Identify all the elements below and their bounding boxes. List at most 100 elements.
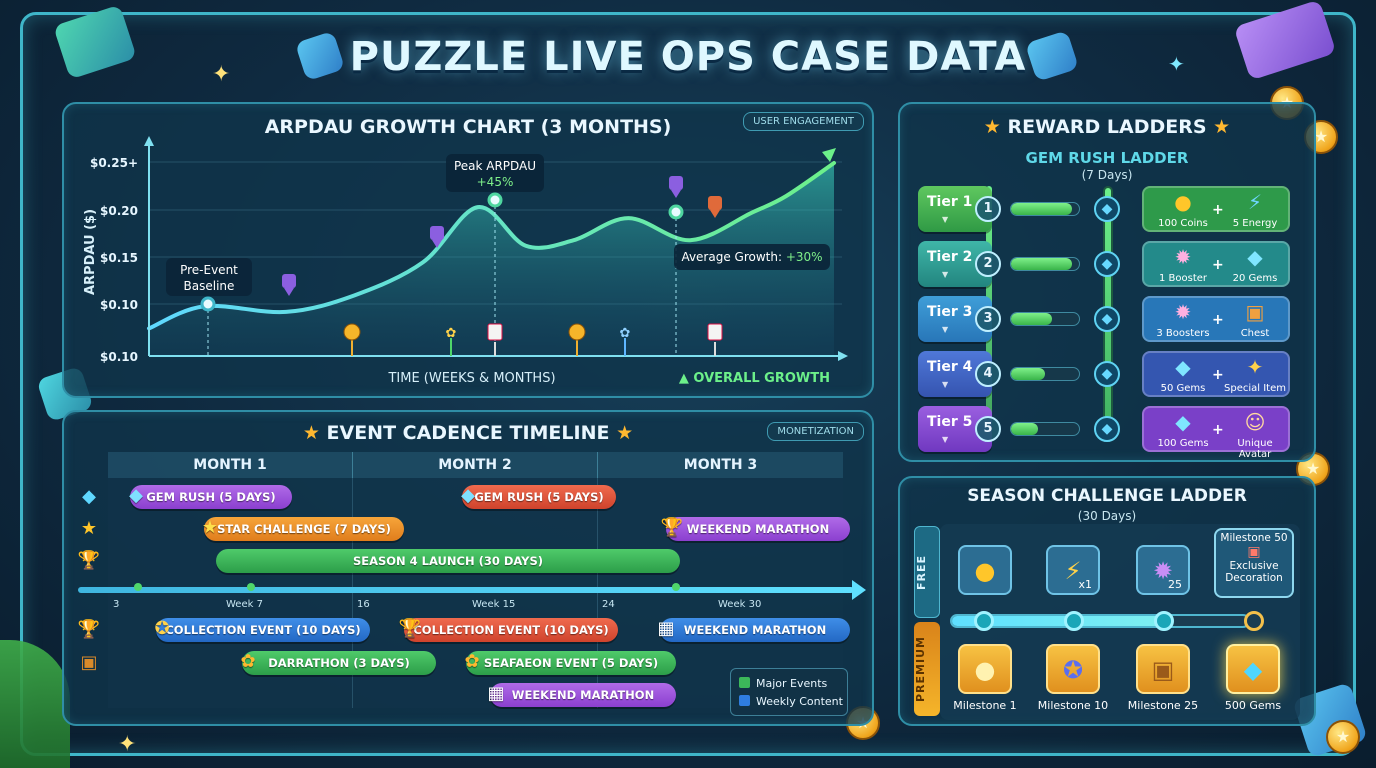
event-bar-gem-rush[interactable]: ◆ GEM RUSH (5 DAYS) [461, 485, 616, 509]
badge-icon: ✪ [154, 618, 170, 639]
y-tick-label: $0.25+ [90, 156, 138, 170]
tier-2-rewards[interactable]: ✹ 1 Booster + ◆ 20 Gems [1142, 241, 1290, 287]
season-ladder-title: SEASON CHALLENGE LADDER [967, 486, 1247, 506]
premium-reward-milestone-1[interactable]: ● [958, 644, 1012, 694]
calendar-icon: ▦ [487, 683, 505, 704]
tier-4-progress [1010, 367, 1080, 381]
booster-icon: ✹ [1152, 557, 1174, 585]
event-bar-collection[interactable]: ✪ COLLECTION EVENT (10 DAYS) [154, 618, 370, 642]
season-ladder-duration: (30 Days) [1077, 509, 1137, 523]
timeline-marker [134, 583, 142, 591]
svg-text:Baseline: Baseline [184, 279, 235, 293]
event-flag-icon [708, 196, 722, 218]
gem-node-icon: ◆ [1094, 361, 1120, 387]
event-bar-collection[interactable]: 🏆 COLLECTION EVENT (10 DAYS) [399, 618, 618, 642]
premium-reward-milestone-25[interactable]: ▣ [1136, 644, 1190, 694]
premium-reward-500-gems[interactable]: ◆ [1226, 644, 1280, 694]
event-bar-weekend-marathon[interactable]: ▦ WEEKEND MARATHON [657, 618, 850, 642]
event-flag-icon [669, 176, 683, 198]
tier-4-rewards[interactable]: ◆ 50 Gems + ✦ Special Item [1142, 351, 1290, 397]
event-bar-season-launch[interactable]: SEASON 4 LAUNCH (30 DAYS) [216, 549, 680, 573]
svg-text:✿: ✿ [620, 326, 631, 341]
overall-growth-label: ▲ OVERALL GROWTH [679, 371, 830, 386]
milestone-50-card[interactable]: Milestone 50 ▣ Exclusive Decoration [1214, 528, 1294, 598]
svg-text:+45%: +45% [477, 175, 514, 189]
gem-node-icon: ◆ [1094, 251, 1120, 277]
growth-arrow-icon [822, 148, 836, 162]
event-bar-star-challenge[interactable]: ★ STAR CHALLENGE (7 DAYS) [202, 517, 404, 541]
energy-icon: ⚡ [1064, 557, 1082, 585]
calendar-pin-icon [707, 323, 723, 356]
event-bar-weekend-marathon[interactable]: ▦ WEEKEND MARATHON [487, 683, 676, 707]
premium-label: Milestone 25 [1127, 699, 1199, 712]
tier-5-rewards[interactable]: ◆ 100 Gems + ☺ Unique Avatar [1142, 406, 1290, 460]
arpdau-title: ARPDAU GROWTH CHART (3 MONTHS) [264, 116, 672, 138]
plus-icon: + [1212, 312, 1224, 328]
monetization-tag: MONETIZATION [767, 422, 864, 441]
gem-rush-ladder-title: GEM RUSH LADDER [1025, 149, 1189, 167]
peak-annotation: Peak ARPDAU +45% [446, 154, 544, 192]
event-bar-darrathon[interactable]: ✿ DARRATHON (3 DAYS) [240, 651, 436, 675]
chevron-down-icon: ▼ [942, 380, 949, 389]
event-bar-gem-rush[interactable]: ◆ GEM RUSH (5 DAYS) [129, 485, 292, 509]
svg-text:✿: ✿ [446, 326, 457, 341]
gem-rush-ladder-duration: (7 Days) [1081, 168, 1133, 182]
gem-icon: ◆ [1175, 355, 1191, 379]
reward-label: Special Item [1224, 383, 1286, 394]
x-axis-arrow [838, 351, 848, 361]
premium-reward-milestone-10[interactable]: ✪ [1046, 644, 1100, 694]
chevron-down-icon: ▼ [942, 435, 949, 444]
month-3-header: MONTH 3 [598, 452, 843, 478]
tier-5-progress [1010, 422, 1080, 436]
tier-3-rewards[interactable]: ✹ 3 Boosters + ▣ Chest [1142, 296, 1290, 342]
milestone-50-reward-line1: Exclusive [1229, 560, 1279, 572]
y-tick-label: $0.15 [100, 251, 138, 265]
booster-icon: ✹ [1174, 245, 1192, 269]
gem-icon: ◆ [461, 485, 475, 506]
chevron-down-icon: ▼ [942, 270, 949, 279]
gem-row-icon: ◆ [82, 486, 96, 507]
tier-3-number: 3 [975, 306, 1001, 332]
premium-track-label: PREMIUM [914, 622, 940, 716]
tier-2-progress [1010, 257, 1080, 271]
reward-ladders-title: ★ REWARD LADDERS ★ [983, 116, 1231, 138]
season-progress-node [1244, 611, 1264, 631]
axis-tick-label: Week 15 [472, 599, 516, 610]
plus-icon: + [1212, 202, 1224, 218]
y-axis-label: ARPDAU ($) [83, 209, 98, 295]
trophy-row-icon: 🏆 [77, 619, 101, 640]
event-bar-weekend-marathon[interactable]: 🏆 WEEKEND MARATHON [661, 517, 850, 541]
trophy-icon: 🏆 [660, 517, 684, 538]
axis-tick-label: Week 7 [226, 599, 263, 610]
coin-pin-icon [568, 323, 586, 356]
free-reward-energy[interactable]: ⚡ x1 [1046, 545, 1100, 595]
x-axis-label: TIME (WEEKS & MONTHS) [387, 371, 555, 386]
free-reward-coin[interactable]: ● [958, 545, 1012, 595]
y-tick-label: $0.20 [100, 204, 138, 218]
free-reward-booster[interactable]: ✹ 25 [1136, 545, 1190, 595]
timeline-marker [672, 583, 680, 591]
tier-2-number: 2 [975, 251, 1001, 277]
plus-icon: + [1212, 257, 1224, 273]
reward-label: 1 Booster [1158, 273, 1208, 284]
baseline-point [200, 296, 216, 312]
gift-icon: ▣ [1247, 544, 1261, 560]
gem-node-icon: ◆ [1094, 306, 1120, 332]
tier-1-rewards[interactable]: ● 100 Coins + ⚡ 5 Energy [1142, 186, 1290, 232]
reward-label: 50 Gems [1160, 383, 1206, 394]
chevron-down-icon: ▼ [942, 215, 949, 224]
milestone-50-reward-line2: Decoration [1225, 572, 1283, 584]
peak-point [487, 192, 503, 208]
axis-tick-label: Week 30 [718, 599, 762, 610]
timeline-title: ★ EVENT CADENCE TIMELINE ★ [302, 422, 634, 444]
chest-icon: ▣ [1245, 300, 1265, 324]
timeline-marker [247, 583, 255, 591]
sparkle-icon: ✦ [118, 732, 137, 757]
gem-icon: ◆ [1247, 245, 1263, 269]
month-1-header: MONTH 1 [108, 452, 353, 478]
arpdau-line [147, 161, 836, 331]
event-bar-seafaeon[interactable]: ✿ SEAFAEON EVENT (5 DAYS) [464, 651, 676, 675]
page-title: PUZZLE LIVE OPS CASE DATA [349, 34, 1027, 80]
reward-label: Chest [1240, 328, 1270, 339]
coin-icon: ● [974, 557, 996, 585]
